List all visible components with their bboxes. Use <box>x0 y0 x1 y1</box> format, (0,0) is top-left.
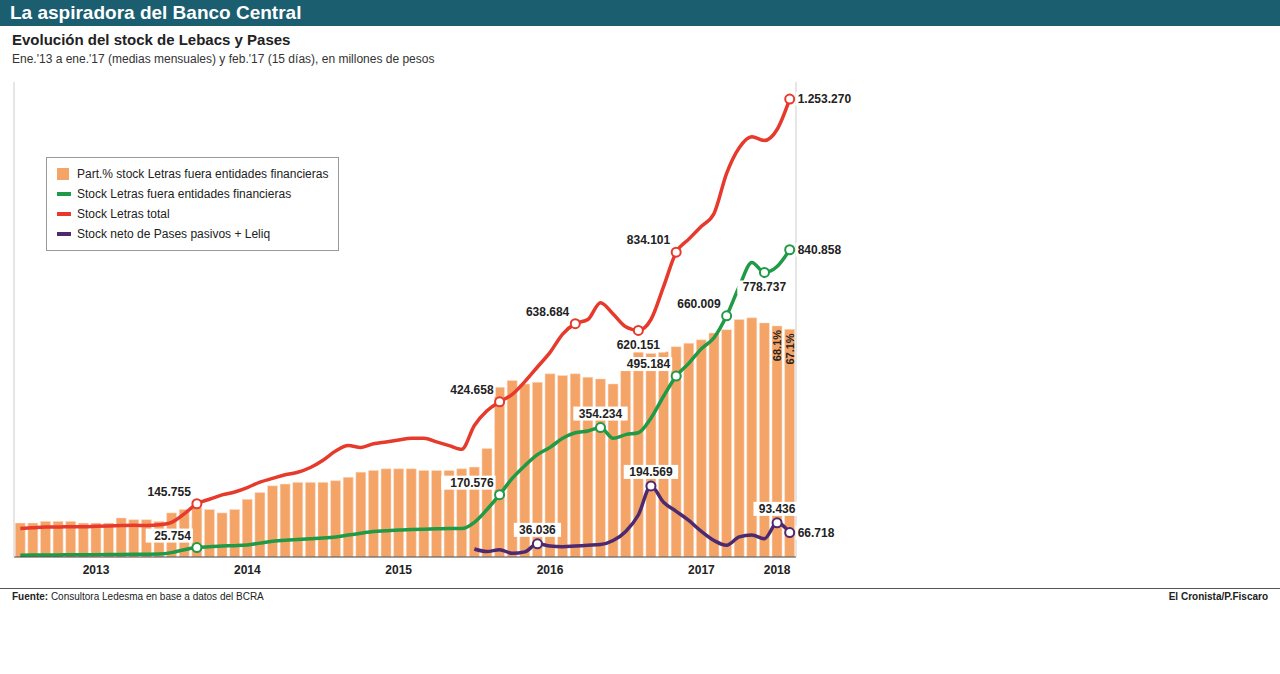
html-text:El Cronista/P.Fiscaro: El Cronista/P.Fiscaro <box>1168 591 1268 602</box>
html-text:Stock Letras total: Stock Letras total <box>77 207 170 221</box>
html-text:Ene.'13 a ene.'17 (medias mens: Ene.'13 a ene.'17 (medias mensuales) y f… <box>12 52 435 66</box>
svg-text:36.036: 36.036 <box>519 523 556 537</box>
svg-text:2013: 2013 <box>83 563 110 577</box>
svg-text:840.858: 840.858 <box>798 243 842 257</box>
svg-text:424.658: 424.658 <box>450 383 494 397</box>
html-text:Stock Letras fuera entidades f: Stock Letras fuera entidades financieras <box>77 187 292 201</box>
svg-text:660.009: 660.009 <box>677 297 721 311</box>
svg-text:67.1%: 67.1% <box>784 333 796 364</box>
svg-text:2016: 2016 <box>537 563 564 577</box>
html-text:Fuente: Consultora Ledesma en: Fuente: Consultora Ledesma en base a dat… <box>12 591 264 602</box>
svg-text:2015: 2015 <box>385 563 412 577</box>
svg-text:68.1%: 68.1% <box>771 330 783 361</box>
svg-text:2017: 2017 <box>688 563 715 577</box>
svg-text:495.184: 495.184 <box>627 357 671 371</box>
svg-text:93.436: 93.436 <box>759 502 796 516</box>
svg-text:194.569: 194.569 <box>629 465 673 479</box>
svg-text:638.684: 638.684 <box>526 305 570 319</box>
svg-text:1.253.270: 1.253.270 <box>798 92 852 106</box>
svg-text:145.755: 145.755 <box>147 485 191 499</box>
svg-text:2018: 2018 <box>764 563 791 577</box>
svg-text:778.737: 778.737 <box>743 280 787 294</box>
html-text:La aspiradora del Banco Centra: La aspiradora del Banco Central <box>10 2 302 23</box>
html-text:Part.% stock Letras fuera enti: Part.% stock Letras fuera entidades fina… <box>77 167 329 181</box>
svg-text:620.151: 620.151 <box>617 338 661 352</box>
svg-text:25.754: 25.754 <box>154 529 191 543</box>
svg-text:66.718: 66.718 <box>798 526 835 540</box>
svg-text:2014: 2014 <box>234 563 261 577</box>
html-text:Stock neto de Pases pasivos +: Stock neto de Pases pasivos + Leliq <box>77 227 271 241</box>
svg-text:354.234: 354.234 <box>579 407 623 421</box>
svg-text:170.576: 170.576 <box>450 476 494 490</box>
svg-text:834.101: 834.101 <box>627 233 671 247</box>
html-text:Evolución del stock de Lebacs: Evolución del stock de Lebacs y Pases <box>12 31 291 48</box>
